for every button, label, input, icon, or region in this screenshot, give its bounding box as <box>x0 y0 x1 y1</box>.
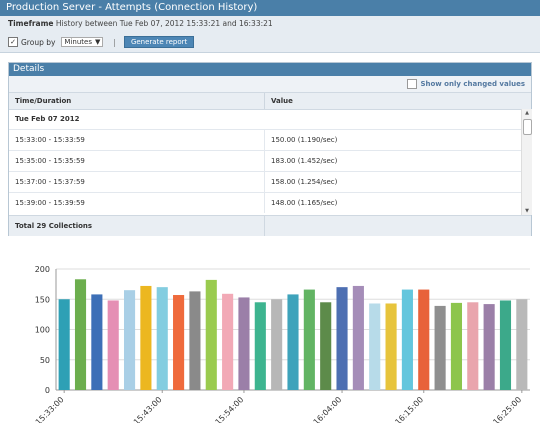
x-tick-label: 15:33:00 <box>34 395 66 423</box>
scroll-up-arrow-icon[interactable]: ▲ <box>525 110 529 116</box>
bar <box>483 304 495 390</box>
timeframe-text: Timeframe History between Tue Feb 07, 20… <box>8 19 273 28</box>
scroll-down-arrow-icon[interactable]: ▼ <box>525 208 529 214</box>
bar <box>287 294 299 390</box>
details-panel: Details Show only changed values Time/Du… <box>8 62 532 236</box>
column-divider <box>264 216 265 236</box>
bar <box>271 299 283 390</box>
row-time: 15:33:00 - 15:33:59 <box>15 136 85 144</box>
table-body: Tue Feb 07 2012 15:33:00 - 15:33:59 150.… <box>9 109 521 215</box>
report-header: Timeframe History between Tue Feb 07, 20… <box>0 16 540 53</box>
bar <box>467 302 479 390</box>
show-changed-toggle[interactable]: Show only changed values <box>407 79 525 89</box>
details-title: Details <box>9 63 531 76</box>
details-options: Show only changed values <box>9 76 531 92</box>
total-collections: Total 29 Collections <box>15 222 93 230</box>
bar <box>303 289 315 390</box>
column-divider <box>264 93 265 109</box>
bar <box>516 299 528 390</box>
column-divider <box>264 193 265 213</box>
bar-chart: 0 50 100 150 200 15:33:00 15:43:00 15:54:00 16:0… <box>0 250 540 425</box>
table-scrollbar[interactable]: ▲ ▼ <box>521 109 532 215</box>
group-by-select[interactable]: Minutes ▼ <box>61 37 104 47</box>
y-tick-label: 0 <box>45 386 50 395</box>
bar <box>401 289 413 390</box>
table-row[interactable]: 15:33:00 - 15:33:59 150.00 (1.190/sec) <box>9 130 521 151</box>
bar <box>91 294 103 390</box>
bar <box>320 302 332 390</box>
column-divider <box>264 172 265 192</box>
window-title: Production Server - Attempts (Connection… <box>0 0 540 16</box>
row-time: 15:35:00 - 15:35:59 <box>15 157 85 165</box>
y-tick-label: 200 <box>35 265 50 274</box>
group-by-label: Group by <box>21 37 56 47</box>
x-tick-label: 16:04:00 <box>312 395 344 423</box>
table-header: Time/Duration Value <box>9 92 531 110</box>
bar <box>123 290 136 390</box>
table-row[interactable]: 15:37:00 - 15:37:59 158.00 (1.254/sec) <box>9 172 521 193</box>
group-by-controls: ✓ Group by Minutes ▼ | Generate report <box>8 36 195 48</box>
y-tick-label: 100 <box>35 326 50 335</box>
chevron-down-icon: ▼ <box>95 38 101 46</box>
bar <box>173 295 185 390</box>
bar <box>107 300 119 390</box>
row-time: 15:39:00 - 15:39:59 <box>15 199 85 207</box>
bar <box>238 297 250 390</box>
row-value: 158.00 (1.254/sec) <box>271 178 338 186</box>
bar <box>189 291 201 390</box>
bar <box>352 285 364 390</box>
bar-chart-svg: 0 50 100 150 200 15:33:00 15:43:00 15:54:00 16:0… <box>34 265 530 425</box>
bar <box>254 302 266 390</box>
total-row: Total 29 Collections <box>9 215 531 236</box>
timeframe-value: History between Tue Feb 07, 2012 15:33:2… <box>55 19 273 28</box>
bar <box>450 302 463 390</box>
bar <box>156 287 168 390</box>
timeframe-label: Timeframe <box>8 19 54 28</box>
generate-report-button[interactable]: Generate report <box>123 36 195 48</box>
y-tick-label: 50 <box>40 356 50 365</box>
bar <box>499 300 512 390</box>
row-value: 150.00 (1.190/sec) <box>271 136 338 144</box>
bar <box>369 303 381 390</box>
bar <box>222 293 234 390</box>
bar <box>418 289 430 390</box>
group-row: Tue Feb 07 2012 <box>9 109 521 130</box>
show-changed-checkbox[interactable] <box>407 79 418 89</box>
bar <box>385 303 397 390</box>
bar <box>58 299 70 390</box>
column-header-time[interactable]: Time/Duration <box>15 97 72 105</box>
table-row[interactable]: 15:39:00 - 15:39:59 148.00 (1.165/sec) <box>9 193 521 213</box>
group-by-selected-value: Minutes <box>64 38 92 46</box>
x-tick-label: 16:15:00 <box>393 395 425 423</box>
show-changed-label: Show only changed values <box>420 80 525 88</box>
row-value: 183.00 (1.452/sec) <box>271 157 338 165</box>
column-divider <box>264 151 265 171</box>
table-row[interactable]: 15:35:00 - 15:35:59 183.00 (1.452/sec) <box>9 151 521 172</box>
column-header-value[interactable]: Value <box>271 97 293 105</box>
bar <box>140 285 152 390</box>
x-tick-label: 15:54:00 <box>214 395 246 423</box>
y-tick-label: 150 <box>35 295 50 304</box>
scroll-thumb[interactable] <box>523 119 532 135</box>
bar <box>74 279 87 390</box>
group-by-checkbox[interactable]: ✓ <box>8 37 18 47</box>
row-value: 148.00 (1.165/sec) <box>271 199 338 207</box>
row-time: 15:37:00 - 15:37:59 <box>15 178 85 186</box>
bar <box>205 279 217 390</box>
bar <box>336 287 348 390</box>
x-tick-label: 16:25:00 <box>491 395 523 423</box>
bar <box>434 305 446 390</box>
column-divider <box>264 130 265 150</box>
x-tick-label: 15:43:00 <box>132 395 164 423</box>
group-date: Tue Feb 07 2012 <box>15 115 80 123</box>
toolbar-separator: | <box>113 37 116 47</box>
